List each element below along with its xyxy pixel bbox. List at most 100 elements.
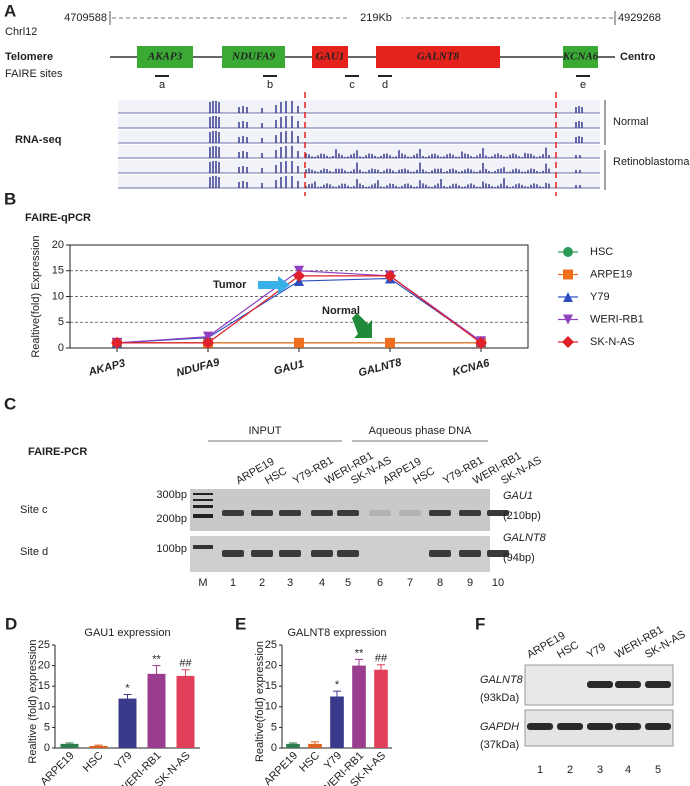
coverage [209, 161, 581, 173]
data-point [202, 336, 214, 349]
pcr-band [279, 550, 301, 557]
protein-band [615, 723, 641, 730]
site-letter: a [159, 79, 166, 91]
data-point [293, 269, 305, 282]
panel-label: D [5, 614, 17, 633]
scale-end: 4929268 [618, 12, 661, 24]
data-point [111, 336, 123, 349]
lane-label: Y79 [585, 641, 608, 661]
size-label: (37kDa) [480, 739, 519, 751]
pcr-band [337, 550, 359, 557]
sites-label: FAIRE sites [5, 68, 63, 80]
y-tick-label: 0 [271, 742, 277, 754]
chromosome: Chrl12 [5, 26, 37, 38]
site-letter: c [349, 79, 355, 91]
chart-title: GAU1 expression [84, 627, 170, 639]
y-tick-label: 5 [44, 721, 50, 733]
y-tick-label: 20 [265, 660, 277, 672]
annotation: Normal [322, 305, 360, 317]
pcr-band [487, 510, 509, 516]
legend-marker [563, 314, 573, 325]
gene-name: AKAP3 [147, 51, 183, 63]
lane-number: 5 [345, 577, 351, 589]
data-point [294, 337, 304, 348]
chart-title: FAIRE-qPCR [25, 212, 91, 224]
lane-number: 3 [597, 764, 603, 776]
lane-number: 7 [407, 577, 413, 589]
panel-label: A [4, 1, 16, 20]
y-tick-label: 5 [58, 316, 64, 328]
lane-number: 10 [492, 577, 504, 589]
legend-label: Y79 [590, 291, 610, 303]
annotation-arrow [352, 313, 372, 338]
track-bg [118, 115, 600, 128]
error-bar [311, 741, 319, 747]
data-point [384, 269, 396, 282]
track-bg [118, 130, 600, 143]
legend-marker [563, 247, 573, 257]
x-tick-label: ARPE19 [38, 750, 76, 786]
protein-band [587, 681, 613, 688]
product-label: (94bp) [503, 552, 535, 564]
y-tick-label: 0 [44, 742, 50, 754]
legend-marker [562, 336, 574, 348]
size-label: (93kDa) [480, 692, 519, 704]
track-bg [118, 175, 600, 188]
pcr-band [251, 510, 273, 516]
x-tick-label: KCNA6 [451, 357, 492, 379]
legend-label: SK-N-AS [590, 336, 635, 348]
lane-number: M [198, 577, 207, 589]
gene-name: NDUFA9 [231, 51, 275, 63]
size-label: 200bp [156, 513, 187, 525]
panel-label: F [475, 614, 485, 633]
pcr-band [337, 510, 359, 516]
pcr-band [399, 510, 421, 516]
coverage [209, 131, 583, 143]
y-tick-label: 15 [52, 265, 64, 277]
track-bg [118, 100, 600, 113]
protein-band [527, 723, 553, 730]
gene-label: GALNT8 [503, 532, 547, 544]
protein-band [587, 723, 613, 730]
data-point [385, 337, 395, 348]
lane-number: 1 [230, 577, 236, 589]
ladder-band [193, 545, 213, 549]
y-tick-label: 10 [265, 701, 277, 713]
y-axis-label: Realtive (fold) expression [27, 639, 39, 763]
x-tick-label: GAU1 [273, 358, 306, 378]
pcr-band [311, 510, 333, 516]
legend-label: WERI-RB1 [590, 313, 644, 325]
x-tick-label: HSC [81, 750, 106, 775]
y-tick-label: 20 [38, 660, 50, 672]
annotation-arrow [258, 276, 290, 294]
error-bar [65, 742, 74, 746]
pcr-band [459, 510, 481, 516]
lane-number: 2 [259, 577, 265, 589]
significance: * [335, 679, 340, 691]
protein-band [645, 681, 671, 688]
lane-number: 4 [625, 764, 631, 776]
scale-span: 219Kb [360, 12, 392, 24]
legend-marker [563, 269, 573, 280]
lane-number: 9 [467, 577, 473, 589]
coverage [209, 101, 583, 113]
error-bar [377, 664, 385, 676]
gene-box [563, 46, 598, 68]
scale-start: 4709588 [64, 12, 107, 24]
gel-title: FAIRE-PCR [28, 446, 87, 458]
pcr-band [279, 510, 301, 516]
lane-number: 3 [287, 577, 293, 589]
scale-label-bg [350, 11, 402, 25]
bar [147, 673, 166, 748]
error-bar [152, 665, 161, 683]
legend-marker [563, 292, 573, 302]
rnaseq-label: RNA-seq [15, 134, 61, 146]
site-letter: d [382, 79, 388, 91]
panel-label: B [4, 189, 16, 208]
x-tick-label: HSC [297, 750, 322, 775]
protein-label: GAPDH [480, 721, 519, 733]
error-bar [289, 742, 297, 746]
x-tick-label: GALNT8 [357, 356, 403, 379]
coverage [209, 116, 583, 128]
